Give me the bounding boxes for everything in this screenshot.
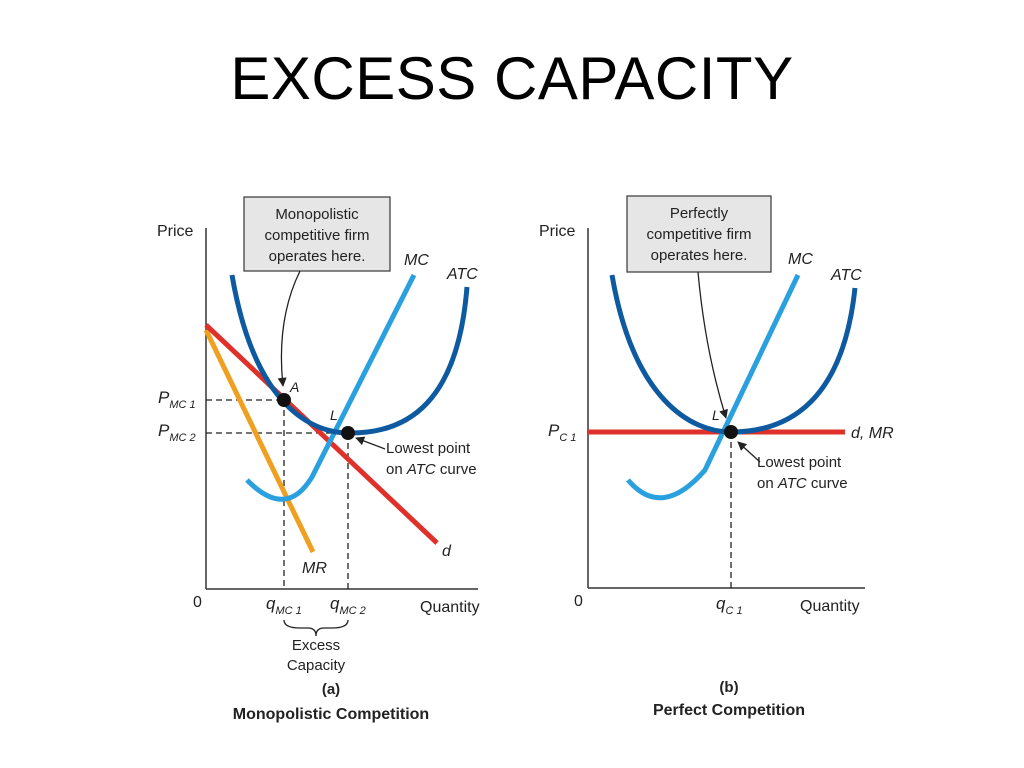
panel-a-callout-line-3: operates here. [269, 248, 366, 265]
panel-a-caption: Monopolistic Competition [233, 706, 429, 723]
panel-b-lowest-point-arrow [737, 441, 761, 463]
panel-a-lowest-point-line-2: on ATC curve [386, 461, 477, 478]
panel-a-lowest-point-line-1: Lowest point [386, 440, 471, 457]
panel-a-callout-arrow [277, 270, 301, 387]
panel-b-x-axis-label: Quantity [800, 598, 860, 615]
panel-a-atc-curve [229, 274, 470, 436]
panel-b-callout-line-1: Perfectly [670, 205, 729, 222]
panel-a-caption-letter: (a) [322, 681, 340, 698]
panel-a-point-l-label: L [330, 407, 338, 423]
panel-b-caption-letter: (b) [719, 679, 738, 696]
panel-a-excess-label-2: Capacity [287, 657, 346, 674]
panel-b-atc-label: ATC [830, 267, 862, 284]
panel-a-mc-curve [245, 273, 417, 502]
panel-b-pc1-label: PC 1 [548, 421, 576, 444]
panel-a-mr-label: MR [302, 560, 327, 577]
panel-b-caption: Perfect Competition [653, 702, 805, 719]
panel-a-excess-capacity-brace [283, 619, 349, 637]
panel-b-callout-line-3: operates here. [651, 247, 748, 264]
panel-a-pmc2-label: PMC 2 [158, 421, 196, 444]
panel-b-point-l-label: L [712, 407, 720, 423]
panel-b-callout-box [626, 195, 772, 273]
panel-a-demand-curve [204, 323, 439, 545]
panel-a-callout-line-2: competitive firm [264, 227, 369, 244]
panel-a-point-a [277, 393, 291, 407]
panel-a-callout-box [243, 196, 391, 272]
panel-b-origin: 0 [574, 593, 583, 610]
panel-b-point-l [724, 425, 738, 439]
panel-a-mc-label: MC [404, 252, 429, 269]
panel-b-dmr-label: d, MR [851, 425, 894, 442]
panel-a-demand-label: d [442, 543, 452, 560]
panel-b-perfect-competition: Price Quantity 0 Perfectly competitive f… [539, 195, 894, 719]
panel-b-callout-line-2: competitive firm [646, 226, 751, 243]
panel-b-qc1-label: qC 1 [716, 594, 743, 617]
panel-b-mc-curve [626, 273, 801, 501]
panel-a-monopolistic-competition: Price Quantity 0 Monopolistic competitiv… [157, 196, 480, 723]
panel-a-qmc1-label: qMC 1 [266, 594, 302, 617]
panel-a-callout-line-1: Monopolistic [275, 206, 359, 223]
panel-b-callout-arrow [697, 271, 728, 419]
panel-a-x-axis-label: Quantity [420, 599, 480, 616]
panel-a-origin: 0 [193, 594, 202, 611]
slide-title: EXCESS CAPACITY [230, 45, 794, 112]
panel-b-lowest-point-line-2: on ATC curve [757, 475, 848, 492]
panel-a-mr-curve [203, 328, 316, 554]
panel-a-point-a-label: A [289, 379, 299, 395]
panel-b-y-axis-label: Price [539, 223, 576, 240]
panel-a-lowest-point-arrow [355, 436, 386, 450]
panel-a-excess-label-1: Excess [292, 637, 340, 654]
panel-a-qmc2-label: qMC 2 [330, 594, 366, 617]
panel-a-y-axis-label: Price [157, 223, 194, 240]
panel-b-lowest-point-line-1: Lowest point [757, 454, 842, 471]
panel-a-point-l [341, 426, 355, 440]
panel-a-atc-label: ATC [446, 266, 478, 283]
panel-a-pmc1-label: PMC 1 [158, 388, 196, 411]
panel-b-mc-label: MC [788, 251, 813, 268]
